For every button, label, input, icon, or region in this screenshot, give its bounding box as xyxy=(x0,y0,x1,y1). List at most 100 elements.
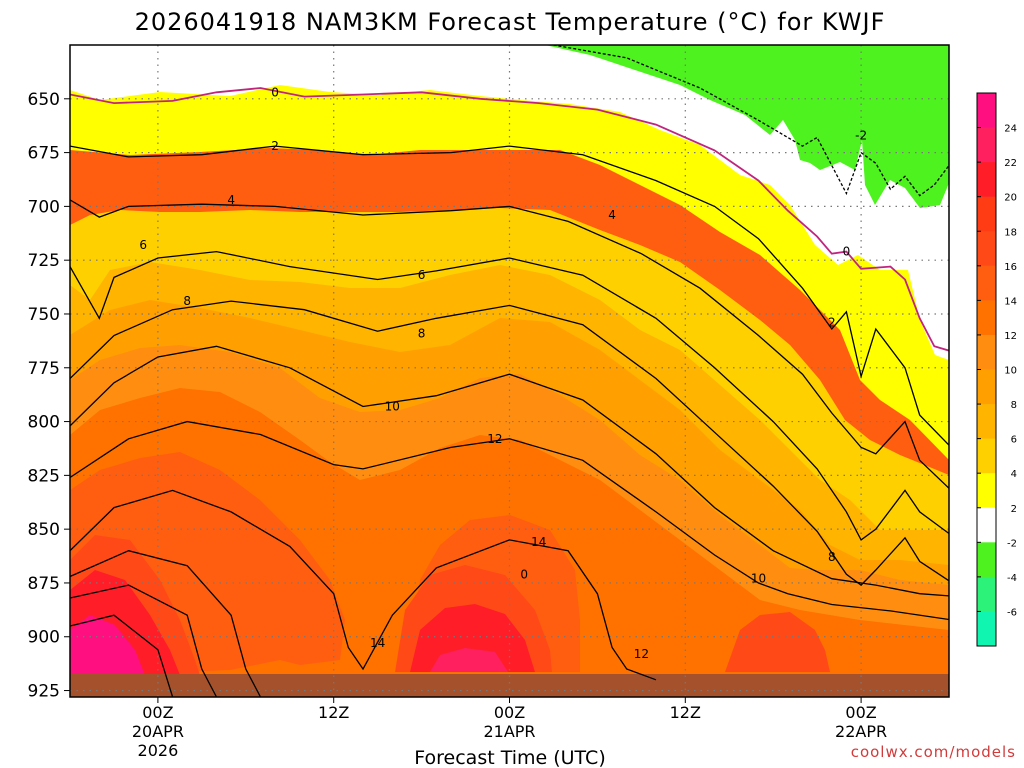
y-tick-label: 700 xyxy=(28,197,60,217)
x-tick-label: 2026 xyxy=(138,741,179,760)
x-tick-label: 21APR xyxy=(483,722,535,741)
colorbar-swatch xyxy=(977,576,996,612)
colorbar-swatch xyxy=(977,404,996,440)
colorbar-label: 22 xyxy=(1004,158,1017,169)
contour-label: 0 xyxy=(271,85,279,99)
colorbar-label: 10 xyxy=(1004,366,1017,377)
colorbar-swatch xyxy=(977,473,996,509)
contour-labels: 0 2 4 6 8 6 8 10 12 14 0 14 12 10 8 4 2 0 -2 xyxy=(139,85,867,661)
colorbar-label: -2 xyxy=(1007,538,1017,549)
contour-label: 14 xyxy=(531,535,546,549)
contour-label: 10 xyxy=(751,572,766,586)
x-tick-label: 00Z xyxy=(142,703,173,722)
contour-lines xyxy=(70,45,949,697)
contour-label: 8 xyxy=(183,294,191,308)
colorbar-swatch xyxy=(977,611,996,647)
contour-label: 14 xyxy=(370,636,385,650)
contour-line-0 xyxy=(70,87,949,352)
colorbar-swatch xyxy=(977,334,996,370)
contour-label: 12 xyxy=(487,432,502,446)
contour-line-14 xyxy=(70,489,657,681)
credit-text: coolwx.com/models xyxy=(851,743,1016,761)
contour-line-minus2 xyxy=(553,45,949,197)
contour-line-20 xyxy=(70,614,174,697)
x-tick-label: 22APR xyxy=(835,722,887,741)
y-tick-label: 875 xyxy=(28,574,60,594)
chart-title: 2026041918 NAM3KM Forecast Temperature (… xyxy=(135,8,886,36)
contour-label: 8 xyxy=(418,326,426,340)
band-peak-1 xyxy=(70,615,145,675)
x-tick-label: 00Z xyxy=(494,703,525,722)
colorbar-label: -4 xyxy=(1007,573,1017,584)
x-tick-label: 00Z xyxy=(845,703,876,722)
contour-label: 6 xyxy=(418,268,426,282)
contour-label: 8 xyxy=(828,550,836,564)
colorbar-label: 24 xyxy=(1004,124,1017,135)
colorbar-swatch xyxy=(977,265,996,301)
x-tick-label: 20APR xyxy=(132,722,184,741)
colorbar-label: 2 xyxy=(1011,504,1017,515)
colorbar-swatch xyxy=(977,162,996,198)
y-tick-label: 825 xyxy=(28,466,60,486)
colorbar-label: 18 xyxy=(1004,227,1017,238)
colorbar-label: 12 xyxy=(1004,331,1017,342)
colorbar-swatch xyxy=(977,507,996,543)
contour-line-12 xyxy=(70,420,949,621)
temperature-bands xyxy=(70,45,949,697)
contour-label: -2 xyxy=(855,128,867,142)
contour-line-4 xyxy=(70,199,949,489)
colorbar: 24 22 20 18 16 14 12 10 8 6 4 2 -2 -4 -6 xyxy=(976,92,1017,647)
y-tick-label: 900 xyxy=(28,628,60,648)
contour-line-6 xyxy=(70,250,949,541)
x-tick-label: 12Z xyxy=(318,703,349,722)
colorbar-swatch xyxy=(977,231,996,267)
colorbar-label: 14 xyxy=(1004,296,1017,307)
band-hot-3 xyxy=(725,612,830,672)
colorbar-swatch xyxy=(977,542,996,578)
band-peak-2 xyxy=(430,648,508,672)
contour-label: 6 xyxy=(139,238,147,252)
y-tick-label: 925 xyxy=(28,682,60,702)
colorbar-label: 20 xyxy=(1004,193,1017,204)
colorbar-swatch xyxy=(977,127,996,163)
contour-label: 0 xyxy=(843,245,851,259)
y-tick-label: 725 xyxy=(28,251,60,271)
y-tick-label: 650 xyxy=(28,90,60,110)
y-tick-label: 850 xyxy=(28,520,60,540)
colorbar-label: 6 xyxy=(1011,435,1017,446)
contour-label: 0 xyxy=(520,567,528,581)
colorbar-swatch xyxy=(977,300,996,336)
contour-label: 2 xyxy=(828,316,836,330)
contour-line-2 xyxy=(70,145,949,446)
colorbar-label: -6 xyxy=(1007,607,1017,618)
colorbar-label: 16 xyxy=(1004,262,1017,273)
y-tick-label: 675 xyxy=(28,144,60,164)
contour-line-16 xyxy=(70,550,262,697)
colorbar-swatch xyxy=(977,93,996,129)
colorbar-swatch xyxy=(977,438,996,474)
x-tick-label: 12Z xyxy=(670,703,701,722)
contour-label: 12 xyxy=(634,647,649,661)
band-white-upper xyxy=(70,45,949,360)
ground-surface xyxy=(70,674,949,697)
contour-label: 4 xyxy=(608,208,616,222)
x-axis-label: Forecast Time (UTC) xyxy=(414,747,605,768)
colorbar-label: 4 xyxy=(1011,469,1017,480)
contour-line-8 xyxy=(70,300,949,586)
plot-grid xyxy=(70,45,949,697)
band-green-upper xyxy=(545,45,949,208)
colorbar-swatch xyxy=(977,196,996,232)
y-tick-label: 750 xyxy=(28,305,60,325)
contour-label: 2 xyxy=(271,139,279,153)
colorbar-label: 8 xyxy=(1011,400,1017,411)
y-tick-label: 775 xyxy=(28,359,60,379)
contour-label: 4 xyxy=(227,193,235,207)
contour-line-18 xyxy=(70,584,218,697)
y-tick-label: 800 xyxy=(28,413,60,433)
colorbar-swatch xyxy=(977,369,996,405)
contour-label: 10 xyxy=(385,400,400,414)
y-axis: 650 675 700 725 750 775 800 825 850 875 900 925 xyxy=(28,90,70,702)
contour-line-10 xyxy=(70,345,949,597)
